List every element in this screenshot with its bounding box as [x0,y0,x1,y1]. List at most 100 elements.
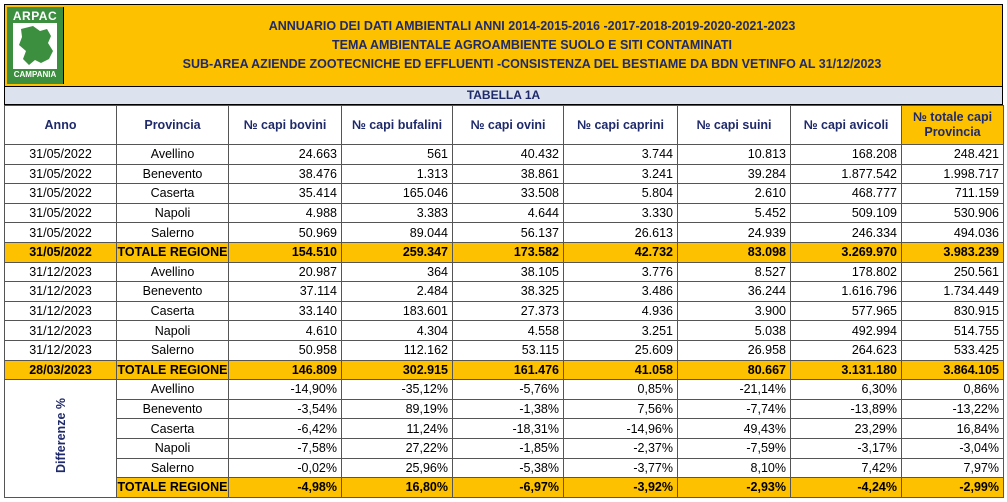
province-cell: Benevento [116,398,229,420]
value-cell: 3.983.239 [901,241,1004,263]
percent-cell: -4,98% [228,477,342,498]
value-cell: 80.667 [677,359,791,381]
value-cell: 50.958 [228,339,342,361]
value-cell: 25.609 [563,339,678,361]
header-title-line1: ANNUARIO DEI DATI AMBIENTALI ANNI 2014-2… [268,19,796,33]
percent-cell: -21,14% [677,379,791,400]
total-row: 31/05/2022 TOTALE REGIONE 154.510 259.347 17… [4,241,1004,263]
percent-cell: 16,84% [901,418,1004,439]
value-cell: 183.601 [341,300,453,322]
diff-row: Caserta -6,42% 11,24% -18,31% -14,96% 49,43% 2… [5,418,1004,439]
diff-label: Differenze % [53,398,68,474]
province-cell: TOTALE REGIONE [116,241,229,263]
value-cell: 2.484 [341,281,453,302]
percent-cell: 23,29% [790,418,902,439]
value-cell: 178.802 [790,261,902,283]
province-cell: Avellino [116,379,229,400]
campania-map-icon [13,23,57,69]
value-cell: 533.425 [901,339,1004,361]
value-cell: 39.284 [677,163,791,185]
value-cell: 711.159 [901,183,1004,204]
percent-cell: -2,93% [677,477,791,498]
percent-cell: 11,24% [341,418,453,439]
value-cell: 37.114 [228,281,342,302]
percent-cell: -3,77% [563,457,678,479]
table-row: 31/05/2022 Salerno 50.969 89.044 56.137 26.61… [4,222,1004,243]
value-cell: 4.610 [228,320,342,341]
data-table: Anno Provincia № capi bovini № capi bufalin… [4,105,1004,498]
province-cell: Caserta [116,418,229,439]
value-cell: 492.994 [790,320,902,341]
percent-cell: -18,31% [452,418,564,439]
value-cell: 41.058 [563,359,678,381]
value-cell: 1.313 [341,163,453,185]
percent-cell: -5,76% [452,379,564,400]
value-cell: 83.098 [677,241,791,263]
value-cell: 3.900 [677,300,791,322]
value-cell: 830.915 [901,300,1004,322]
value-cell: 168.208 [790,144,902,165]
percent-cell: 49,43% [677,418,791,439]
value-cell: 27.373 [452,300,564,322]
date-cell: 28/03/2023 [4,359,117,381]
percent-cell: -7,74% [677,398,791,420]
percent-cell: -1,38% [452,398,564,420]
table-row: 31/05/2022 Caserta 35.414 165.046 33.508 5.80… [4,183,1004,204]
value-cell: 10.813 [677,144,791,165]
value-cell: 5.038 [677,320,791,341]
value-cell: 38.861 [452,163,564,185]
arpac-logo: ARPAC CAMPANIA [7,7,64,84]
date-cell: 31/05/2022 [4,222,117,243]
column-header: № capi avicoli [790,105,902,145]
percent-cell: 89,19% [341,398,453,420]
province-cell: Salerno [116,457,229,479]
value-cell: 4.936 [563,300,678,322]
value-cell: 2.610 [677,183,791,204]
value-cell: 173.582 [452,241,564,263]
province-cell: Caserta [116,300,229,322]
table-title: TABELLA 1A [4,86,1003,105]
value-cell: 3.383 [341,202,453,224]
table-header-row: Anno Provincia № capi bovini № capi bufalin… [4,105,1004,145]
value-cell: 250.561 [901,261,1004,283]
value-cell: 24.663 [228,144,342,165]
date-cell: 31/05/2022 [4,202,117,224]
value-cell: 302.915 [341,359,453,381]
province-cell: Napoli [116,202,229,224]
percent-cell: -1,85% [452,437,564,459]
value-cell: 154.510 [228,241,342,263]
province-cell: Salerno [116,339,229,361]
percent-cell: -13,89% [790,398,902,420]
value-cell: 514.755 [901,320,1004,341]
percent-cell: -35,12% [341,379,453,400]
value-cell: 4.558 [452,320,564,341]
value-cell: 42.732 [563,241,678,263]
value-cell: 50.969 [228,222,342,243]
value-cell: 264.623 [790,339,902,361]
value-cell: 530.906 [901,202,1004,224]
value-cell: 33.508 [452,183,564,204]
province-cell: Salerno [116,222,229,243]
table-row: 31/12/2023 Benevento 37.114 2.484 38.325 3.48… [4,281,1004,302]
date-cell: 31/12/2023 [4,320,117,341]
value-cell: 53.115 [452,339,564,361]
value-cell: 146.809 [228,359,342,381]
value-cell: 468.777 [790,183,902,204]
province-cell: Napoli [116,320,229,341]
value-cell: 5.804 [563,183,678,204]
diff-row: Salerno -0,02% 25,96% -5,38% -3,77% 8,10% 7,42… [5,457,1004,479]
page: ARPAC CAMPANIA ANNUARIO DEI DATI AMBIENT… [4,4,1004,498]
value-cell: 1.998.717 [901,163,1004,185]
value-cell: 89.044 [341,222,453,243]
value-cell: 38.325 [452,281,564,302]
percent-cell: 0,85% [563,379,678,400]
value-cell: 3.269.970 [790,241,902,263]
column-header: № capi bovini [228,105,342,145]
percent-cell: -14,96% [563,418,678,439]
percent-cell: -6,97% [452,477,564,498]
percent-cell: 7,97% [901,457,1004,479]
total-row: 28/03/2023 TOTALE REGIONE 146.809 302.915 16… [4,359,1004,381]
province-cell: Avellino [116,261,229,283]
value-cell: 33.140 [228,300,342,322]
value-cell: 36.244 [677,281,791,302]
